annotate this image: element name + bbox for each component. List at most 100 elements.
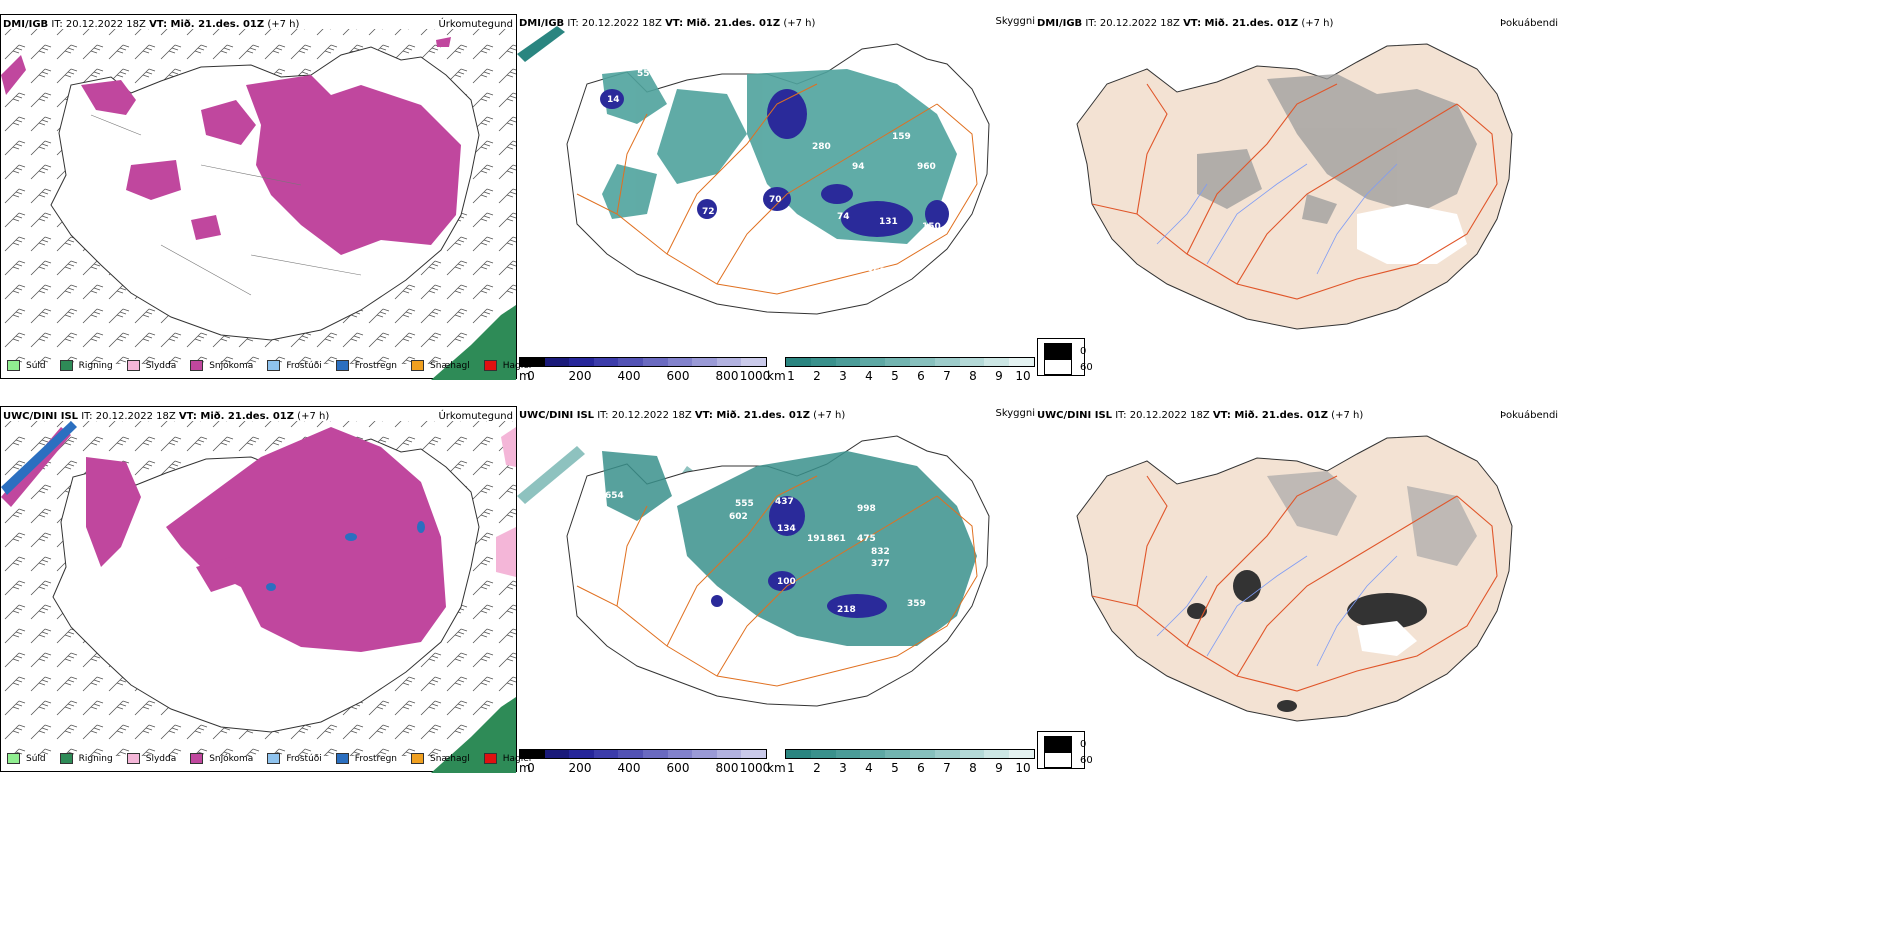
fog-map bbox=[1076, 43, 1513, 330]
precip-legend: Súld Rigning Slydda Snjókoma Frostúði Fr… bbox=[7, 753, 545, 764]
vis-label: 74 bbox=[837, 212, 850, 222]
vis-label: 150 bbox=[922, 222, 941, 232]
fog-panel-top: DMI/IGB IT: 20.12.2022 18Z VT: Mið. 21.d… bbox=[1037, 14, 1900, 379]
vis-label: 100 bbox=[777, 577, 796, 587]
legend-item: Frostúði bbox=[267, 360, 322, 371]
legend-item: Haglél bbox=[483, 753, 531, 764]
legend-swatch bbox=[59, 360, 73, 371]
visibility-panel-bottom: UWC/DINI ISL IT: 20.12.2022 18Z VT: Mið.… bbox=[517, 408, 1035, 775]
vis-label: 550 bbox=[637, 69, 656, 79]
legend-swatch bbox=[190, 753, 204, 764]
legend-swatch bbox=[59, 753, 73, 764]
vis-label: 83 bbox=[699, 219, 712, 229]
vis-label: 280 bbox=[812, 142, 831, 152]
panel-header: UWC/DINI ISL IT: 20.12.2022 18Z VT: Mið.… bbox=[1037, 410, 1364, 421]
precip-type-panel-top: DMI/IGB IT: 20.12.2022 18Z VT: Mið. 21.d… bbox=[0, 14, 531, 380]
low-visibility-cores bbox=[711, 496, 887, 618]
vis-label: 191 bbox=[807, 534, 826, 544]
fog-legend-swatch bbox=[1044, 752, 1072, 768]
rivers bbox=[1156, 163, 1398, 275]
vis-label: 654 bbox=[605, 491, 624, 501]
visibility-panel-top: DMI/IGB IT: 20.12.2022 18Z VT: Mið. 21.d… bbox=[517, 16, 1035, 383]
vis-label: 131 bbox=[879, 217, 898, 227]
legend-swatch bbox=[7, 753, 20, 764]
legend-swatch bbox=[335, 753, 349, 764]
precip-legend: Súld Rigning Slydda Snjókoma Frostúði Fr… bbox=[7, 360, 545, 371]
legend-item: Frostúði bbox=[267, 753, 322, 764]
legend-swatch bbox=[267, 360, 281, 371]
legend-swatch bbox=[483, 753, 497, 764]
fog-legend-swatch bbox=[1044, 343, 1072, 359]
vis-label: 94 bbox=[852, 162, 865, 172]
legend-item: Snjókoma bbox=[190, 753, 253, 764]
visibility-scale-m bbox=[519, 357, 767, 367]
fog-map bbox=[1076, 435, 1513, 722]
vis-label: 861 bbox=[827, 534, 846, 544]
legend-item: Slydda bbox=[126, 753, 176, 764]
vis-label: 437 bbox=[775, 497, 794, 507]
vis-label: 475 bbox=[857, 534, 876, 544]
road-network bbox=[576, 83, 978, 295]
fog-shading bbox=[1197, 74, 1477, 224]
panel-title: Úrkomutegund bbox=[438, 411, 513, 422]
legend-item: Snæhagl bbox=[411, 360, 470, 371]
visibility-map: 14 550 85 72 83 70 74 131 280 94 159 960… bbox=[517, 26, 990, 315]
legend-swatch bbox=[483, 360, 497, 371]
snowfall-areas bbox=[1, 427, 446, 652]
legend-item: Súld bbox=[7, 360, 46, 371]
precip-type-map bbox=[1, 29, 516, 380]
panel-header: UWC/DINI ISL IT: 20.12.2022 18Z VT: Mið.… bbox=[519, 410, 846, 421]
legend-swatch bbox=[126, 360, 140, 371]
legend-item: Rigning bbox=[59, 753, 113, 764]
panel-header: UWC/DINI ISL IT: 20.12.2022 18Z VT: Mið.… bbox=[3, 411, 330, 422]
road-network bbox=[1091, 83, 1498, 300]
panel-title: Þokuábendi bbox=[1500, 18, 1559, 29]
panel-title: Skyggni bbox=[995, 408, 1035, 419]
dense-fog-cores bbox=[1187, 570, 1427, 712]
fog-legend-swatch bbox=[1044, 359, 1072, 375]
precip-type-panel-bottom: UWC/DINI ISL IT: 20.12.2022 18Z VT: Mið.… bbox=[0, 406, 531, 773]
vis-label: 359 bbox=[907, 599, 926, 609]
panel-title: Skyggni bbox=[995, 16, 1035, 27]
visibility-map: 654 555 602 437 134 191 861 998 475 832 … bbox=[517, 435, 990, 707]
vis-label: 218 bbox=[837, 605, 856, 615]
fog-shading bbox=[1267, 471, 1477, 566]
legend-item: Slydda bbox=[126, 360, 176, 371]
vis-label: 602 bbox=[729, 512, 748, 522]
vis-label: 361 bbox=[867, 267, 886, 277]
vis-label: 960 bbox=[917, 162, 936, 172]
panel-title: Úrkomutegund bbox=[438, 19, 513, 30]
vis-label: 555 bbox=[735, 499, 754, 509]
panel-header: DMI/IGB IT: 20.12.2022 18Z VT: Mið. 21.d… bbox=[519, 18, 816, 29]
vis-label: 998 bbox=[857, 504, 876, 514]
vis-label: 134 bbox=[777, 524, 796, 534]
panel-header: DMI/IGB IT: 20.12.2022 18Z VT: Mið. 21.d… bbox=[3, 19, 300, 30]
snowfall-areas bbox=[1, 37, 461, 255]
vis-label: 70 bbox=[769, 195, 782, 205]
legend-swatch bbox=[7, 360, 20, 371]
road-network bbox=[1091, 475, 1498, 692]
vis-label: 377 bbox=[871, 559, 890, 569]
fog-legend: 0 60 bbox=[1037, 731, 1093, 769]
legend-item: Rigning bbox=[59, 360, 113, 371]
legend-item: Frostregn bbox=[335, 753, 397, 764]
legend-swatch bbox=[267, 753, 281, 764]
fog-panel-bottom: UWC/DINI ISL IT: 20.12.2022 18Z VT: Mið.… bbox=[1037, 406, 1900, 772]
rivers bbox=[1156, 555, 1398, 667]
road-network bbox=[576, 475, 978, 687]
legend-swatch bbox=[190, 360, 204, 371]
visibility-scale-m bbox=[519, 749, 767, 759]
legend-item: Haglél bbox=[483, 360, 531, 371]
clear-region bbox=[1357, 621, 1417, 656]
panel-title: Þokuábendi bbox=[1500, 410, 1559, 421]
visibility-scale-km bbox=[785, 749, 1035, 759]
legend-item: Frostregn bbox=[335, 360, 397, 371]
precip-type-map bbox=[1, 421, 516, 773]
vis-label: 832 bbox=[871, 547, 890, 557]
legend-item: Súld bbox=[7, 753, 46, 764]
freezing-rain-spots bbox=[266, 521, 425, 591]
low-visibility-cores bbox=[600, 89, 949, 237]
visibility-scale-km bbox=[785, 357, 1035, 367]
legend-item: Snjókoma bbox=[190, 360, 253, 371]
vis-label: 159 bbox=[892, 132, 911, 142]
